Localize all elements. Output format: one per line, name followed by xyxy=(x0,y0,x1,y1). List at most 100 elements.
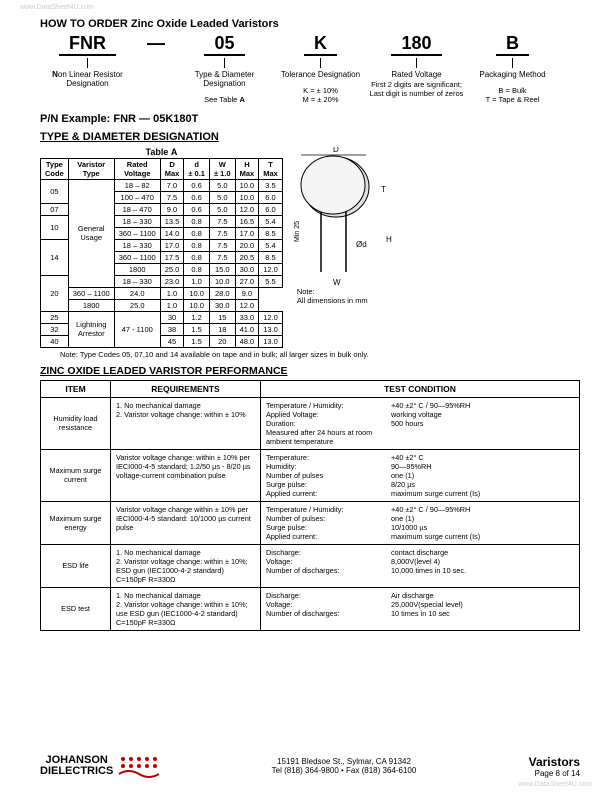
table-cell: 5.0 xyxy=(209,191,235,203)
table-a-header: Type Code xyxy=(41,158,69,179)
watermark-text: www.DataSheet4U.com xyxy=(20,4,94,11)
dimension-diagram: D T Ød W H Min 25 Note: All dimensions i… xyxy=(289,147,404,305)
table-cell: 12.0 xyxy=(235,203,259,215)
table-cell: General Usage xyxy=(68,179,114,287)
table-cell: 24.0 xyxy=(114,287,160,299)
table-cell: 18 – 330 xyxy=(114,275,160,287)
svg-text:W: W xyxy=(333,278,341,287)
table-cell: 3.5 xyxy=(259,179,283,191)
table-cell: 7.5 xyxy=(209,215,235,227)
table-cell: 10.0 xyxy=(235,191,259,203)
table-cell: 360 – 1100 xyxy=(68,287,114,299)
perf-item: ESD test xyxy=(41,587,111,630)
table-cell: 1.2 xyxy=(184,311,210,323)
perf-requirement: 1. No mechanical damage 2. Varistor volt… xyxy=(111,397,261,449)
table-cell: 1800 xyxy=(68,299,114,311)
table-cell: 05 xyxy=(41,179,69,203)
table-cell: 30 xyxy=(160,311,184,323)
pn-example: P/N Example: FNR — 05K180T xyxy=(40,113,580,125)
diagram-note: Note: All dimensions in mm xyxy=(297,287,404,305)
table-cell: 30.0 xyxy=(235,263,259,275)
table-a-header: Rated Voltage xyxy=(114,158,160,179)
table-cell: 27.0 xyxy=(235,275,259,287)
order-tol-code: K xyxy=(304,33,337,56)
table-cell: 7.5 xyxy=(160,191,184,203)
perf-requirement: Varistor voltage change within ± 10% per… xyxy=(111,501,261,544)
table-cell: 30.0 xyxy=(209,299,235,311)
brand-line2: DIELECTRICS xyxy=(40,766,113,777)
svg-text:Min 25: Min 25 xyxy=(294,221,301,242)
table-cell: 25.0 xyxy=(114,299,160,311)
table-cell: 48.0 xyxy=(235,335,259,347)
order-voltage-note: First 2 digits are significant; Last dig… xyxy=(369,81,464,98)
table-cell: 10.0 xyxy=(209,275,235,287)
order-pack-label: Packaging Method xyxy=(470,70,555,79)
table-a-footnote: Note: Type Codes 05, 07,10 and 14 availa… xyxy=(60,350,580,359)
order-pack-note: B = Bulk T = Tape & Reel xyxy=(470,87,555,104)
table-cell: 5.5 xyxy=(259,275,283,287)
svg-text:Ød: Ød xyxy=(356,240,367,249)
table-cell: 13.0 xyxy=(259,323,283,335)
table-cell: 8.5 xyxy=(259,227,283,239)
table-cell: 360 – 1100 xyxy=(114,251,160,263)
perf-test-condition: Discharge:Air dischargeVoltage:25,000V(s… xyxy=(261,587,580,630)
table-a-header: H Max xyxy=(235,158,259,179)
table-cell: 9.0 xyxy=(235,287,259,299)
table-cell: 18 xyxy=(209,323,235,335)
footer-phone: Tel (818) 364-9800 • Fax (818) 364-6100 xyxy=(159,766,528,775)
table-cell: 1.0 xyxy=(160,299,184,311)
table-cell: 7.5 xyxy=(209,227,235,239)
perf-item: ESD life xyxy=(41,544,111,587)
table-cell: 10.0 xyxy=(184,287,210,299)
table-cell: 33.0 xyxy=(235,311,259,323)
table-cell: 28.0 xyxy=(209,287,235,299)
order-dash: — xyxy=(147,33,165,53)
table-cell: 5.4 xyxy=(259,215,283,227)
table-cell: 14.0 xyxy=(160,227,184,239)
table-cell: 1.0 xyxy=(184,275,210,287)
table-cell: 14 xyxy=(41,239,69,275)
order-voltage-code: 180 xyxy=(391,33,441,56)
table-a-header: W ± 1.0 xyxy=(209,158,235,179)
table-cell: 0.8 xyxy=(184,251,210,263)
table-cell: 17.0 xyxy=(235,227,259,239)
order-type-note: See Table A xyxy=(177,96,272,105)
perf-item: Maximum surge current xyxy=(41,449,111,501)
table-cell: 18 – 330 xyxy=(114,215,160,227)
order-fnr-code: FNR xyxy=(59,33,116,56)
table-a-header: T Max xyxy=(259,158,283,179)
performance-table: ITEM REQUIREMENTS TEST CONDITION Humidit… xyxy=(40,380,580,631)
svg-text:H: H xyxy=(386,235,392,244)
order-fnr-label: Non Linear Resistor Designation xyxy=(40,70,135,88)
table-cell: 5.0 xyxy=(209,203,235,215)
perf-requirement: Varistor voltage change: within ± 10% pe… xyxy=(111,449,261,501)
order-pack-code: B xyxy=(496,33,529,56)
table-cell: 13.5 xyxy=(160,215,184,227)
table-cell: 7.5 xyxy=(209,239,235,251)
table-cell: 23.0 xyxy=(160,275,184,287)
table-cell: 12.0 xyxy=(259,263,283,275)
table-cell: 1800 xyxy=(114,263,160,275)
table-cell: 15 xyxy=(209,311,235,323)
order-voltage-label: Rated Voltage xyxy=(369,70,464,79)
table-cell: 0.8 xyxy=(184,227,210,239)
table-cell: 07 xyxy=(41,203,69,215)
perf-test-condition: Discharge:contact dischargeVoltage:8,000… xyxy=(261,544,580,587)
table-cell: 15.0 xyxy=(209,263,235,275)
table-cell: 5.4 xyxy=(259,239,283,251)
table-cell: 18 – 470 xyxy=(114,203,160,215)
table-cell: 25.0 xyxy=(160,263,184,275)
table-cell: 360 – 1100 xyxy=(114,227,160,239)
perf-requirement: 1. No mechanical damage 2. Varistor volt… xyxy=(111,587,261,630)
perf-title: ZINC OXIDE LEADED VARISTOR PERFORMANCE xyxy=(40,365,580,377)
table-cell: 40 xyxy=(41,335,69,347)
table-cell: 25 xyxy=(41,311,69,323)
order-type-code: 05 xyxy=(204,33,244,56)
footer-page: Page 8 of 14 xyxy=(529,769,580,778)
table-cell: 47 - 1100 xyxy=(114,311,160,347)
table-cell: 12.0 xyxy=(235,299,259,311)
watermark-text-bottom: www.DataSheet4U.com xyxy=(518,781,592,788)
table-cell: 100 – 470 xyxy=(114,191,160,203)
table-cell: 0.8 xyxy=(184,215,210,227)
table-cell: 0.6 xyxy=(184,203,210,215)
